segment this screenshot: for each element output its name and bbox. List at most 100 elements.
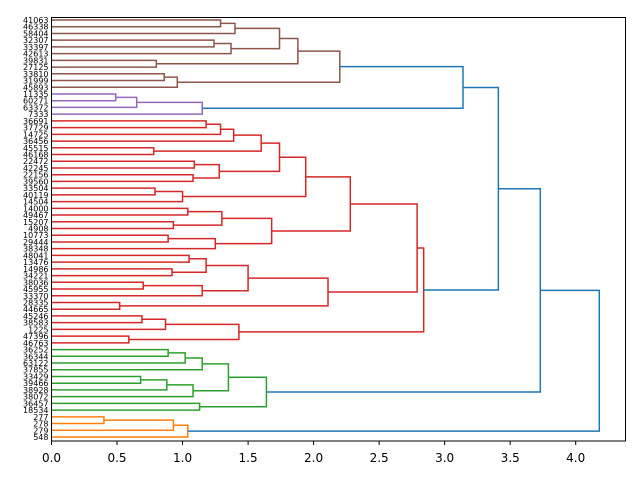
leaf-label: 28335 — [23, 298, 48, 307]
leaf-label: 45246 — [23, 312, 48, 321]
leaf-label: 33429 — [23, 372, 48, 381]
leaf-label: 22156 — [23, 171, 48, 180]
leaf-label: 4908 — [28, 225, 48, 234]
leaf-label: 42613 — [23, 50, 48, 59]
leaf-label: 37855 — [23, 366, 48, 375]
dendrogram-link-r1 — [51, 120, 207, 129]
dendrogram-link-o1 — [51, 416, 105, 425]
dendrogram-link-r10 — [51, 187, 156, 196]
leaf-label: 27125 — [23, 63, 48, 72]
leaf-label: 14986 — [23, 265, 48, 274]
leaf-label: 45893 — [23, 83, 48, 92]
dendrogram-link-r20 — [51, 254, 190, 263]
leaf-label: 38036 — [23, 278, 48, 287]
x-tick-label: 2.0 — [304, 451, 323, 465]
leaf-label: 36456 — [23, 137, 48, 146]
leaf-label: 279 — [33, 426, 48, 435]
dendrogram-link-r7 — [51, 173, 194, 183]
leaf-label: 63122 — [23, 359, 48, 368]
dendrogram-link-r23 — [51, 281, 144, 290]
leaf-label: 41063 — [23, 16, 48, 25]
dendrogram-link-r24 — [51, 284, 203, 297]
dendrogram-link-o3 — [51, 424, 189, 438]
leaf-label: 46338 — [23, 23, 48, 32]
dendrogram-link-r29 — [51, 315, 143, 324]
x-tick-label: 1.5 — [239, 451, 258, 465]
leaf-label: 33397 — [23, 43, 48, 52]
dendrogram-link-r4 — [51, 147, 155, 156]
x-tick-label: 0.0 — [42, 451, 61, 465]
leaf-label: 39560 — [23, 177, 48, 186]
x-axis: 0.0 0.5 1.0 1.5 2.0 2.5 3.0 3.5 4.0 — [42, 441, 585, 465]
dendrogram-link-r22 — [172, 258, 207, 273]
dendrogram-link-r3 — [51, 128, 235, 142]
leaf-label: 46168 — [23, 151, 48, 160]
dendrogram-link-b9 — [51, 76, 179, 89]
dendrogram-link-p2 — [51, 96, 138, 109]
leaf-label: 36344 — [23, 352, 48, 361]
x-tick-label: 0.5 — [107, 451, 126, 465]
dendrogram-link-g6 — [51, 384, 194, 398]
leaf-label: 39831 — [23, 56, 48, 65]
dendrogram-link-r9 — [219, 142, 281, 173]
dendrogram-link-o2 — [51, 419, 175, 432]
leaf-label: 13476 — [23, 258, 48, 267]
x-tick-label: 3.5 — [501, 451, 520, 465]
leaf-label: 42245 — [23, 164, 48, 173]
dendrogram-link-r13 — [51, 207, 189, 216]
dendrogram-link-r33 — [238, 247, 425, 333]
dendrogram-link-b5 — [231, 27, 281, 50]
x-tick-label: 3.0 — [435, 451, 454, 465]
leaf-label: 39466 — [23, 379, 48, 388]
dendrogram-link-u3 — [266, 187, 542, 393]
dendrogram-link-b7 — [156, 37, 299, 65]
leaf-label: 277 — [33, 413, 48, 422]
leaf-label: 38348 — [23, 245, 48, 254]
dendrogram-link-u1 — [202, 65, 464, 110]
dendrogram-link-r28 — [328, 203, 418, 293]
dendrogram-link-b4 — [51, 42, 232, 55]
leaf-label: 38072 — [23, 393, 48, 402]
dendrogram-link-r19 — [271, 176, 352, 232]
leaf-label: 548 — [33, 433, 48, 442]
leaf-label: 29444 — [23, 238, 48, 247]
dendrogram-link-r21 — [51, 268, 173, 277]
leaf-label: 14504 — [23, 198, 48, 207]
leaf-label: 47396 — [23, 332, 48, 341]
leaf-label: 11335 — [23, 90, 48, 99]
dendrogram-link-p3 — [51, 101, 203, 115]
leaf-label: 37729 — [23, 124, 48, 133]
dendrogram-link-b6 — [51, 59, 158, 68]
dendrogram-link-r11 — [51, 190, 184, 203]
leaf-label: 14000 — [23, 204, 48, 213]
leaf-label: 36252 — [23, 346, 48, 355]
leaf-label: 18534 — [23, 406, 48, 415]
leaf-label: 44665 — [23, 305, 48, 314]
dendrogram-link-r5 — [153, 134, 262, 152]
leaf-label: 49467 — [23, 211, 48, 220]
dendrogram-link-g9 — [199, 376, 268, 408]
leaf-label: 32307 — [23, 36, 48, 45]
leaf-label: 58404 — [23, 29, 48, 38]
dendrogram-link-p1 — [51, 93, 117, 102]
leaf-label: 31999 — [23, 77, 48, 86]
dendrogram-link-g3 — [51, 357, 203, 371]
leaf-label: 48041 — [23, 251, 48, 260]
plot-frame — [51, 17, 626, 442]
dendrogram-link-r15 — [173, 210, 223, 226]
leaf-label: 46763 — [23, 339, 48, 348]
leaf-label: 45955 — [23, 285, 48, 294]
leaf-label: 45515 — [23, 144, 48, 153]
leaf-label: 63372 — [23, 103, 48, 112]
dendrogram-link-r32 — [128, 323, 240, 341]
leaf-label: 34221 — [23, 272, 48, 281]
dendrogram-link-b1 — [51, 19, 222, 28]
x-tick-label: 4.0 — [566, 451, 585, 465]
leaf-label: 60271 — [23, 97, 48, 106]
dendrogram-link-r18 — [215, 217, 273, 245]
leaf-label: 36691 — [23, 117, 48, 126]
x-tick-label: 2.5 — [370, 451, 389, 465]
dendrogram-link-g8 — [51, 402, 201, 411]
dendrogram-link-r31 — [51, 335, 130, 344]
